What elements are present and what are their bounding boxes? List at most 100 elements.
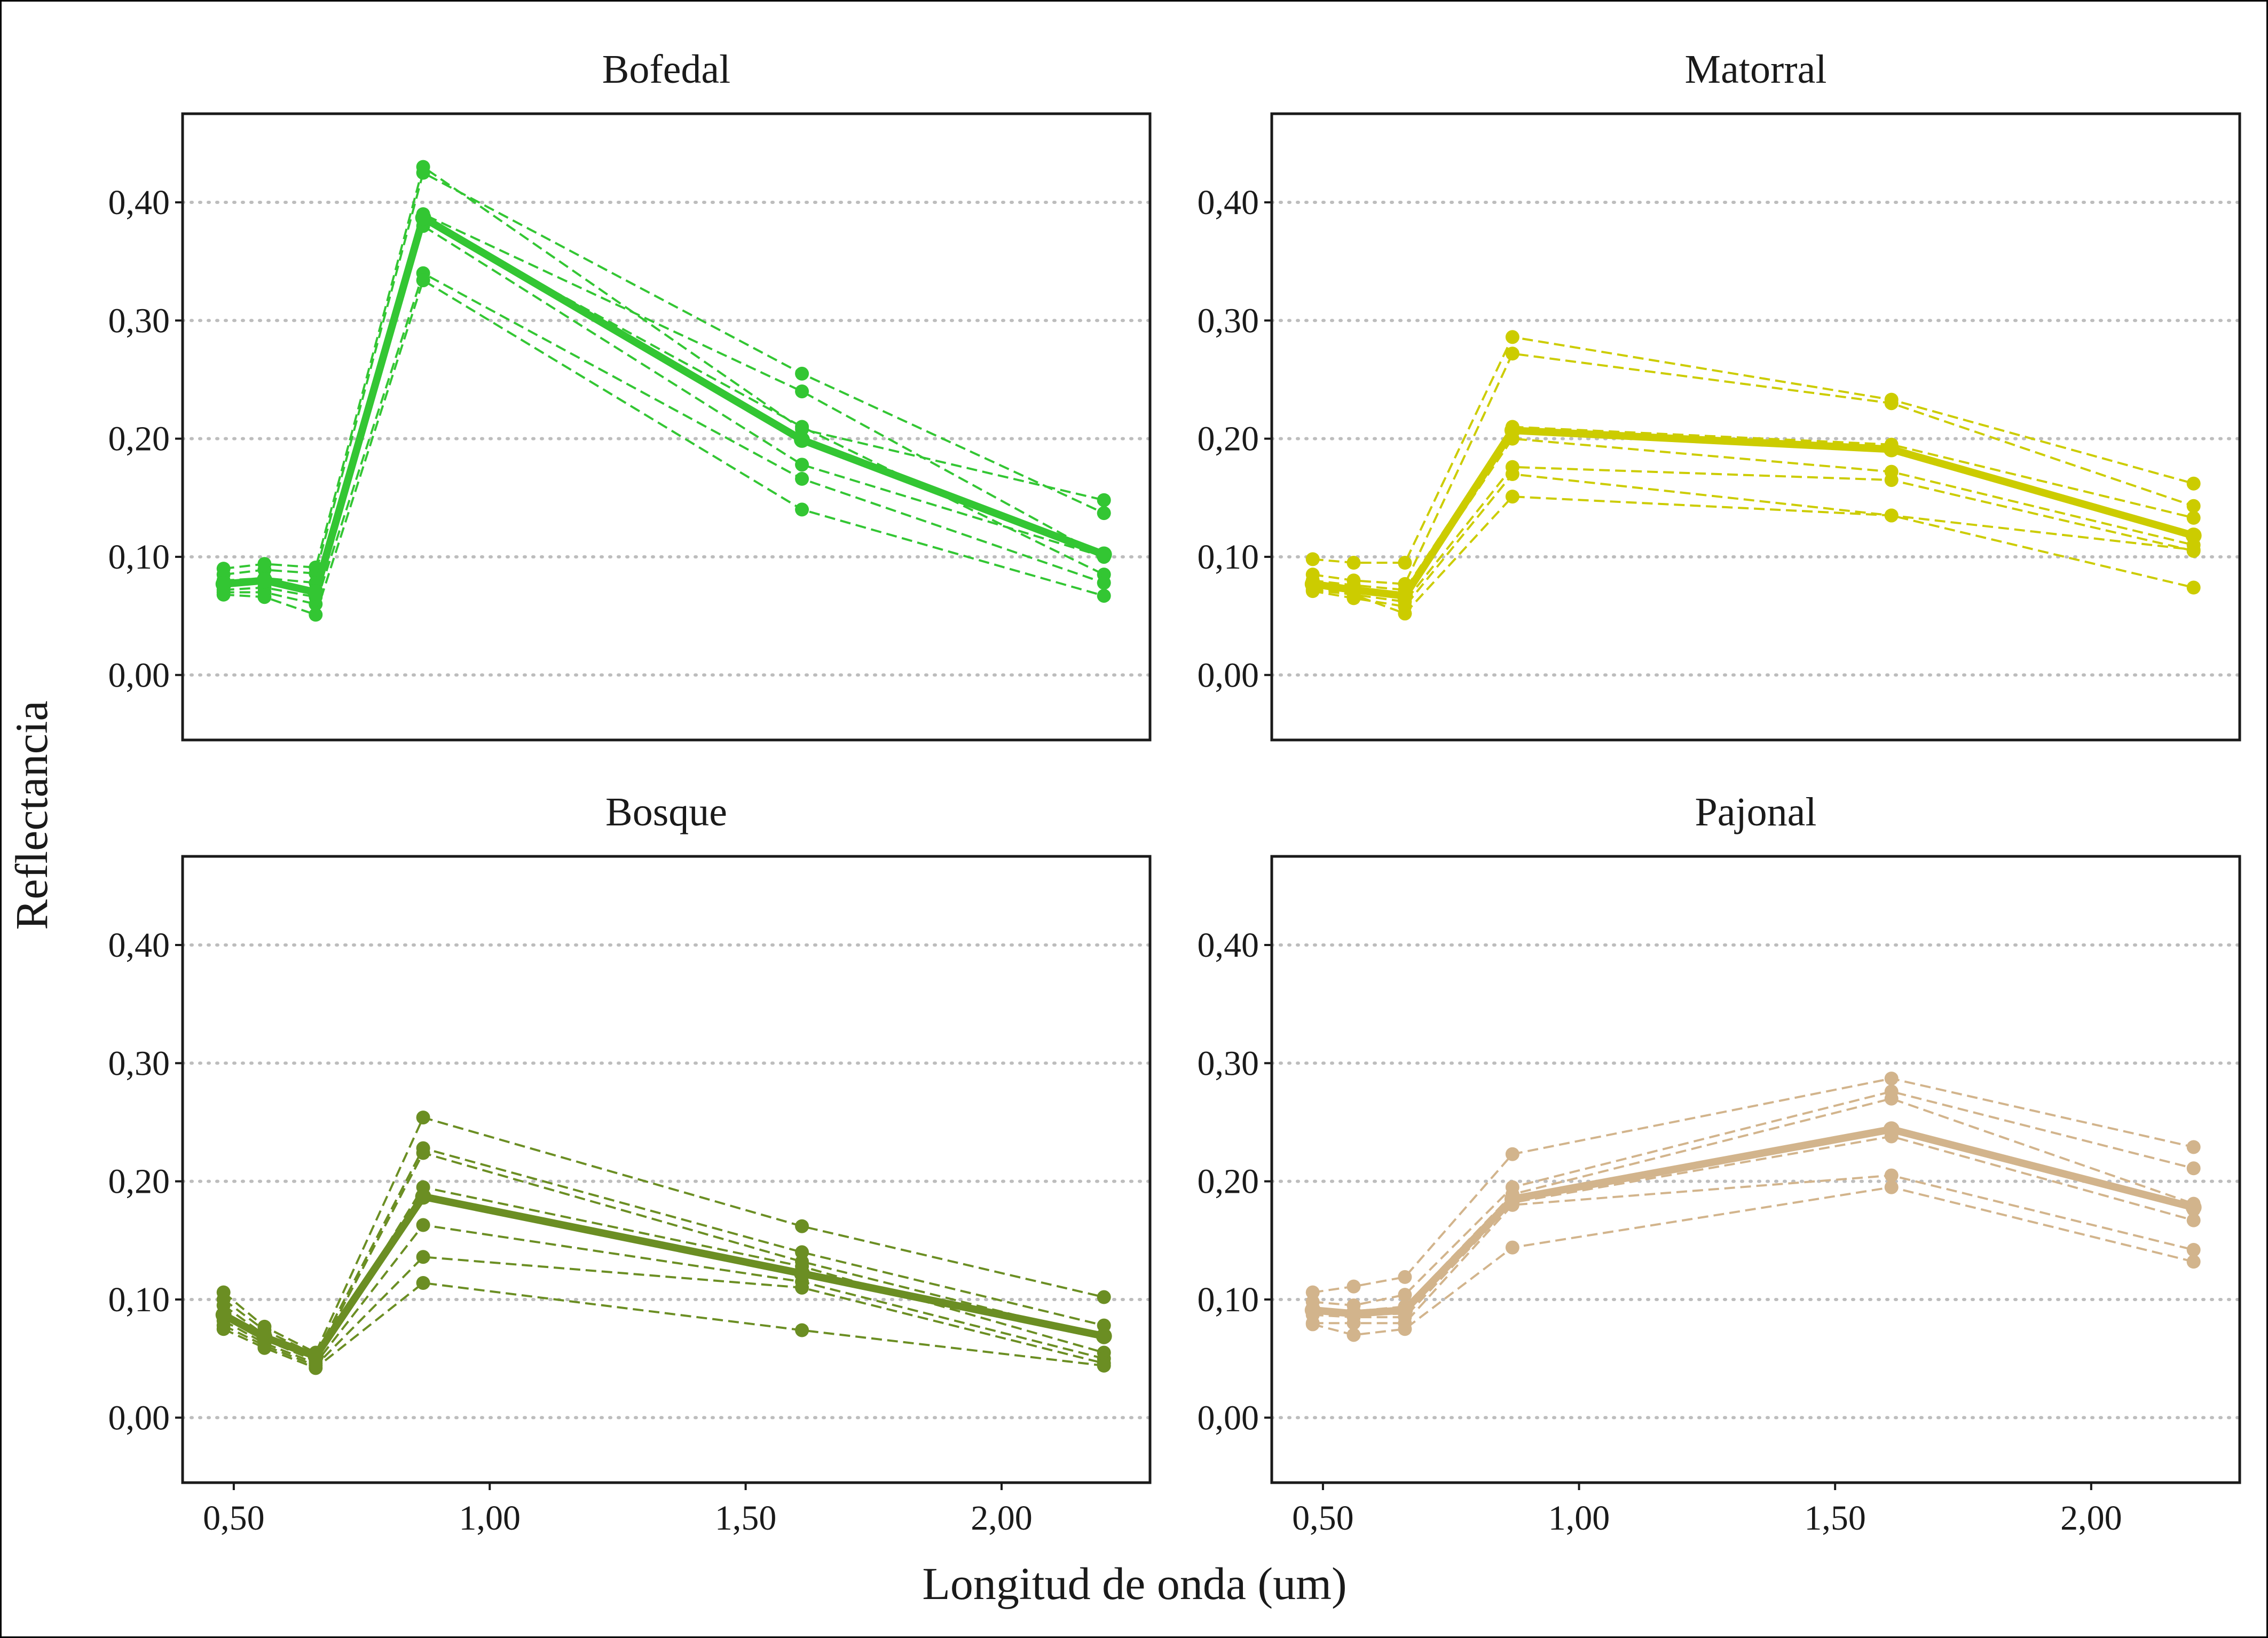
mean-point — [215, 1306, 232, 1323]
sample-point — [2186, 1161, 2201, 1176]
sample-line — [223, 1281, 1104, 1369]
sample-point — [1097, 493, 1111, 507]
sample-point — [1097, 588, 1111, 603]
y-tick-label: 0,20 — [108, 420, 170, 459]
sample-point — [1346, 556, 1361, 570]
y-tick-label: 0,00 — [108, 656, 170, 695]
sample-point — [309, 597, 323, 611]
x-tick-label: 0,50 — [203, 1499, 265, 1538]
sample-point — [1505, 330, 1519, 344]
mean-point — [1304, 1302, 1321, 1318]
mean-point — [308, 1348, 324, 1365]
sample-point — [1884, 473, 1899, 487]
sample-point — [2186, 1255, 2201, 1269]
sample-line — [223, 1147, 1105, 1357]
sample-point — [1305, 1317, 1320, 1332]
y-tick-label: 0,40 — [1198, 183, 1259, 222]
x-tick-label: 1,00 — [459, 1499, 521, 1538]
sample-point — [795, 502, 809, 517]
mean-point — [308, 584, 324, 601]
panel-title: Bosque — [605, 790, 727, 834]
panel-matorral: Matorral 0,00 0,10 0,20 0,30 0,40 — [1198, 47, 2241, 742]
sample-point — [2186, 499, 2201, 513]
sample-line — [223, 1256, 1105, 1367]
mean-point — [256, 572, 273, 589]
panel-title: Matorral — [1685, 47, 1827, 92]
sample-point — [1097, 1358, 1111, 1373]
mean-point — [1397, 1302, 1413, 1318]
y-tick-label: 0,30 — [108, 301, 170, 340]
panels: Bofedal 0,00 0,10 0,20 0,30 0,40 Matorral 0,00 0… — [108, 47, 2241, 1538]
sample-point — [1398, 607, 1412, 621]
sample-point — [1505, 1147, 1519, 1161]
panel-frame — [1270, 112, 2241, 742]
sample-point — [795, 366, 809, 381]
y-tick-label: 0,00 — [1198, 1398, 1259, 1437]
y-tick-label: 0,10 — [108, 538, 170, 577]
mean-point — [1397, 587, 1413, 604]
x-tick-label: 1,50 — [1804, 1499, 1866, 1538]
sample-line — [1312, 1186, 2194, 1336]
y-tick-label: 0,40 — [108, 183, 170, 222]
sample-point — [1505, 467, 1519, 482]
sample-point — [795, 1219, 809, 1233]
sample-point — [416, 273, 430, 288]
y-tick-label: 0,30 — [1198, 301, 1259, 340]
sample-point — [416, 1111, 430, 1125]
sample-point — [795, 384, 809, 399]
sample-point — [1346, 1328, 1361, 1342]
y-tick-label: 0,20 — [108, 1162, 170, 1201]
sample-point — [2186, 1242, 2201, 1257]
y-tick-label: 0,10 — [1198, 1280, 1259, 1319]
sample-point — [1884, 1180, 1899, 1194]
sample-point — [1398, 1288, 1412, 1302]
mean-point — [794, 1265, 810, 1282]
x-tick-label: 1,50 — [715, 1499, 777, 1538]
sample-point — [795, 1323, 809, 1337]
y-tick-label: 0,20 — [1198, 420, 1259, 459]
mean-point — [1096, 1328, 1112, 1344]
y-tick-label: 0,00 — [108, 1398, 170, 1437]
mean-point — [1883, 1121, 1900, 1138]
mean-point — [215, 576, 232, 592]
mean-point — [2185, 527, 2202, 544]
panel-frame — [1270, 855, 2241, 1484]
y-tick-label: 0,30 — [1198, 1044, 1259, 1083]
x-axis-title: Longitud de onda (um) — [922, 1558, 1346, 1609]
y-tick-label: 0,40 — [1198, 926, 1259, 965]
mean-point — [1504, 1191, 1521, 1207]
sample-point — [1884, 508, 1899, 523]
sample-point — [2186, 1140, 2201, 1154]
x-tick-label: 2,00 — [971, 1499, 1033, 1538]
sample-point — [1884, 1168, 1899, 1183]
y-tick-label: 0,30 — [108, 1044, 170, 1083]
sample-point — [2186, 1213, 2201, 1227]
sample-point — [1505, 490, 1519, 504]
sample-point — [416, 1218, 430, 1232]
mean-point — [415, 209, 431, 226]
panel-bofedal: Bofedal 0,00 0,10 0,20 0,30 0,40 — [108, 47, 1152, 742]
mean-point — [2185, 1199, 2202, 1216]
sample-point — [1505, 1240, 1519, 1255]
sample-point — [257, 590, 272, 604]
panel-bosque: Bosque 0,00 0,10 0,20 0,30 0,40 0,50 1,00 1,50 2,… — [108, 790, 1152, 1538]
sample-point — [1097, 576, 1111, 590]
sample-point — [2186, 542, 2201, 557]
sample-point — [1398, 1270, 1412, 1284]
sample-point — [216, 1322, 231, 1336]
sample-point — [1505, 346, 1519, 361]
y-axis-title: Reflectancia — [6, 700, 57, 930]
sample-point — [2186, 580, 2201, 595]
mean-point — [1345, 581, 1362, 598]
sample-point — [1398, 1322, 1412, 1336]
sample-point — [795, 420, 809, 434]
mean-point — [1096, 546, 1112, 563]
sample-point — [1097, 506, 1111, 521]
sample-point — [1884, 1091, 1899, 1106]
mean-point — [1304, 576, 1321, 592]
sample-point — [795, 458, 809, 472]
sample-point — [1346, 1279, 1361, 1294]
sample-point — [2186, 510, 2201, 525]
x-tick-label: 1,00 — [1548, 1499, 1610, 1538]
